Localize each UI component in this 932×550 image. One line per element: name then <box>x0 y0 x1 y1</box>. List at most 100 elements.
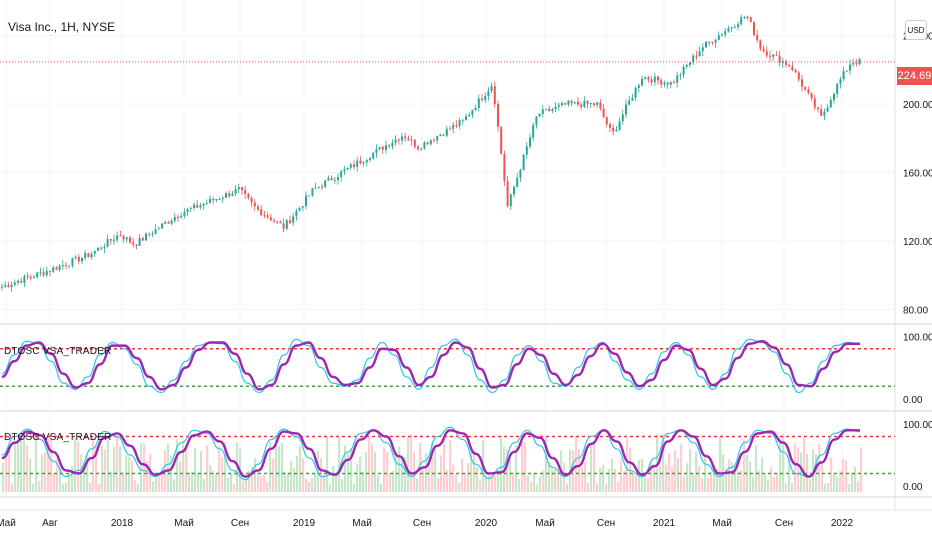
candle-body <box>842 71 845 80</box>
volume-bar <box>719 436 722 492</box>
volume-bar <box>368 437 371 492</box>
candle-body <box>7 284 10 287</box>
candle-body <box>823 111 826 116</box>
volume-bar <box>476 466 479 492</box>
oscillator-2-series-2 <box>1 429 860 478</box>
candle-body <box>74 256 77 259</box>
candle-body <box>621 114 624 122</box>
candle-body <box>804 86 807 90</box>
volume-bar <box>596 483 599 492</box>
candle-body <box>829 99 832 108</box>
volume-bar <box>710 471 713 492</box>
volume-bar <box>281 442 284 492</box>
candle-body <box>237 187 240 190</box>
candle-body <box>327 177 330 181</box>
candle-body <box>141 237 144 241</box>
volume-bar <box>272 458 275 492</box>
volume-bar <box>770 467 773 492</box>
candle-body <box>817 107 819 110</box>
candle-body <box>305 195 307 207</box>
volume-bar <box>248 470 251 492</box>
candle-body <box>858 58 861 65</box>
candle-body <box>353 164 355 167</box>
volume-bar <box>854 467 857 492</box>
volume-bar <box>818 444 821 492</box>
volume-bar <box>86 455 89 492</box>
volume-bar <box>143 443 146 492</box>
candle-body <box>36 272 39 277</box>
candle-body <box>605 117 608 125</box>
volume-bar <box>428 462 431 492</box>
x-tick-label: 2022 <box>831 518 854 529</box>
candle-body <box>205 202 208 204</box>
oscillator-1-series-1 <box>1 338 861 394</box>
candle-body <box>109 238 112 241</box>
volume-bar <box>335 474 338 492</box>
candle-body <box>641 78 643 86</box>
candle-body <box>362 162 365 164</box>
volume-bar <box>35 437 38 492</box>
volume-bar <box>827 483 830 492</box>
volume-bar <box>83 462 86 492</box>
volume-bar <box>56 458 59 492</box>
candle-body <box>423 142 426 149</box>
volume-bar <box>782 434 785 492</box>
candle-body <box>161 223 163 229</box>
candle-body <box>33 276 35 278</box>
y-tick-label: 100.00 <box>903 420 932 431</box>
x-tick-label: Май <box>352 518 372 529</box>
candle-body <box>426 142 429 145</box>
volume-bar <box>311 478 314 492</box>
currency-badge[interactable]: USD <box>905 20 927 40</box>
candle-body <box>820 109 823 116</box>
candle-body <box>151 233 154 235</box>
candle-body <box>765 51 768 56</box>
volume-bar <box>131 460 134 492</box>
volume-bar <box>344 445 347 492</box>
candle-body <box>567 100 570 105</box>
candle-body <box>349 164 352 168</box>
candle-body <box>173 216 176 221</box>
candle-body <box>813 98 816 108</box>
volume-bar <box>629 447 632 492</box>
volume-bar <box>800 452 803 492</box>
candle-body <box>433 140 435 142</box>
candle-body <box>289 220 291 223</box>
volume-bar <box>26 445 29 492</box>
volume-bar <box>794 443 797 492</box>
volume-bar <box>758 470 761 492</box>
candle-body <box>644 77 647 79</box>
volume-bar <box>767 480 770 492</box>
y-tick-label: 0.00 <box>903 395 923 406</box>
candle-body <box>513 186 515 195</box>
candle-body <box>404 136 407 139</box>
volume-bar <box>662 434 665 492</box>
volume-bar <box>536 484 539 492</box>
candle-body <box>778 55 781 63</box>
volume-bar <box>2 462 5 492</box>
candle-body <box>26 276 29 278</box>
volume-bar <box>161 474 164 492</box>
candle-body <box>122 235 125 240</box>
candle-body <box>285 220 288 229</box>
x-tick-label: 2018 <box>111 518 134 529</box>
volume-bar <box>14 440 17 492</box>
candle-body <box>154 229 157 234</box>
volume-bar <box>326 437 329 492</box>
candle-body <box>397 139 400 141</box>
volume-bar <box>728 459 731 492</box>
volume-bar <box>182 441 185 492</box>
volume-bar <box>152 481 155 492</box>
candle-body <box>471 110 474 115</box>
candle-body <box>753 22 755 35</box>
candle-body <box>401 136 403 141</box>
candle-body <box>810 93 813 99</box>
volume-bar <box>101 445 104 492</box>
candle-body <box>13 282 16 285</box>
candle-body <box>429 140 432 145</box>
volume-bar <box>38 480 41 492</box>
y-tick-label: 0.00 <box>903 482 923 493</box>
candle-body <box>791 66 794 71</box>
candle-body <box>506 180 509 207</box>
